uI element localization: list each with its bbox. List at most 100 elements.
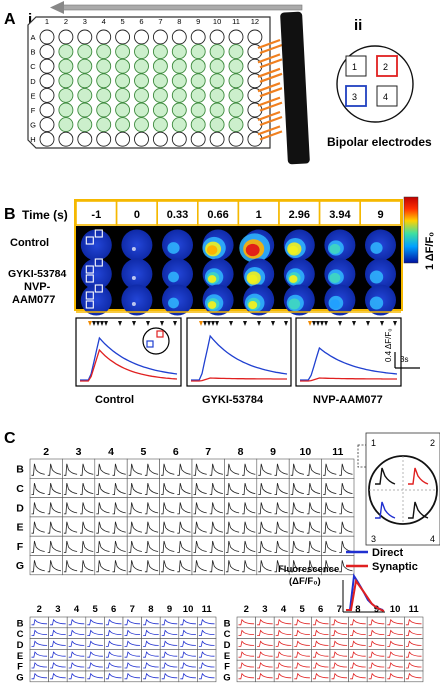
plate-row-label: C <box>30 62 36 71</box>
main-trace <box>323 502 337 515</box>
synaptic-trace <box>257 672 273 680</box>
main-cell <box>94 555 128 576</box>
main-cell <box>94 458 128 479</box>
stim-marker <box>352 321 356 326</box>
active-well <box>115 102 131 118</box>
overlay-synaptic-trace <box>346 578 385 612</box>
main-trace <box>144 521 159 534</box>
direct-row-label: E <box>17 651 23 662</box>
electrode-tab <box>259 43 283 55</box>
direct-trace <box>31 640 48 647</box>
plate-col-label: 10 <box>213 17 221 26</box>
time-label: 0 <box>134 209 140 221</box>
zoom-trace-1 <box>375 467 396 485</box>
heatmap-blob <box>167 242 180 254</box>
roi-box <box>85 236 94 245</box>
main-trace <box>209 560 223 573</box>
main-trace <box>144 502 159 515</box>
main-trace <box>47 502 61 515</box>
direct-trace <box>50 672 66 680</box>
main-trace <box>63 521 78 534</box>
empty-well <box>247 29 263 45</box>
active-well <box>190 44 206 60</box>
main-col-label: 4 <box>108 446 114 458</box>
stim-marker <box>132 321 136 326</box>
main-trace <box>80 560 94 573</box>
main-cell <box>29 516 63 537</box>
main-cell <box>126 516 160 537</box>
legend-direct-label: Direct <box>372 547 404 559</box>
stim-marker <box>104 321 108 326</box>
electrode-bar <box>280 11 310 165</box>
trace-box <box>186 317 292 387</box>
active-well <box>209 102 225 118</box>
direct-trace <box>50 640 66 647</box>
active-well <box>115 73 131 89</box>
electrode-tab <box>257 53 281 64</box>
heatmap-blob <box>288 298 301 310</box>
synaptic-trace <box>350 629 366 636</box>
main-trace <box>225 502 240 515</box>
main-trace <box>290 502 304 515</box>
panel-a-sub-i: i <box>28 11 32 28</box>
main-cell <box>288 497 322 518</box>
main-trace <box>31 540 45 553</box>
main-trace <box>339 521 353 534</box>
direct-trace <box>180 640 196 647</box>
active-well <box>77 58 93 74</box>
main-trace <box>323 521 337 534</box>
main-col-label: 8 <box>238 446 244 458</box>
synaptic-trace <box>387 662 403 669</box>
trace-title-control: Control <box>95 394 134 406</box>
direct-trace <box>180 651 196 658</box>
stim-marker <box>199 321 203 326</box>
heatmap-blob <box>168 271 179 283</box>
main-cell <box>321 516 355 537</box>
direct-trace <box>87 640 103 647</box>
synaptic-trace <box>275 629 292 636</box>
active-well <box>152 102 168 118</box>
main-trace <box>128 463 142 476</box>
stim-marker <box>207 321 211 326</box>
plate-col-label: 7 <box>158 17 162 26</box>
main-trace <box>193 483 207 495</box>
direct-col-label: 4 <box>74 604 80 615</box>
main-cell <box>224 497 258 518</box>
main-trace <box>193 463 207 476</box>
main-trace <box>339 502 353 515</box>
main-cell <box>256 458 290 479</box>
empty-well <box>39 131 55 147</box>
main-trace <box>274 502 288 515</box>
electrode-tab <box>257 96 281 107</box>
main-cell <box>288 535 322 556</box>
zoom-number-4: 4 <box>430 534 435 544</box>
active-well <box>152 58 168 74</box>
condition-label-nvp-1: NVP- <box>24 281 51 293</box>
main-cell <box>224 555 258 576</box>
direction-arrow-head <box>50 1 64 14</box>
direct-trace <box>161 640 178 647</box>
time-label: 2.96 <box>289 209 310 221</box>
main-trace <box>274 521 288 534</box>
stim-marker <box>380 321 384 326</box>
active-well <box>134 58 149 74</box>
empty-well <box>39 58 55 74</box>
empty-well <box>171 29 187 45</box>
synaptic-row-label: B <box>224 618 231 629</box>
active-well <box>77 117 93 133</box>
empty-well <box>39 29 55 45</box>
main-trace <box>290 560 304 573</box>
heatmap-blob <box>288 245 299 255</box>
empty-well <box>152 29 168 45</box>
main-cell <box>94 535 128 556</box>
synaptic-trace <box>387 629 403 636</box>
synaptic-trace <box>331 640 348 647</box>
direct-trace <box>80 336 178 381</box>
main-trace <box>112 502 126 515</box>
active-well <box>96 44 112 60</box>
direct-trace <box>87 672 103 680</box>
direct-trace <box>68 640 85 647</box>
main-cell <box>94 516 128 537</box>
time-label: 3.94 <box>329 209 351 221</box>
main-trace <box>323 483 337 495</box>
